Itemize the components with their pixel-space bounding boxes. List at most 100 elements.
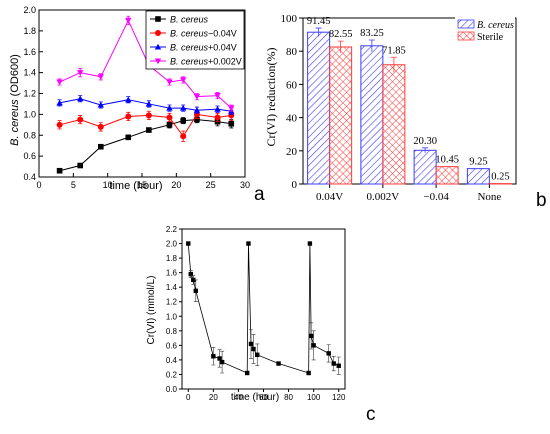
panel-a-series <box>56 15 235 174</box>
panel-a-series-0-point <box>56 167 63 174</box>
panel-c-x-tick-label: 40 <box>234 393 243 402</box>
panel-a-legend-2-label: B. cereus+0.04V <box>170 43 237 53</box>
panel-b-data-label-1-0: 82.55 <box>329 29 353 40</box>
panel-a-legend-3-label-suffix: +0.002V <box>208 57 242 67</box>
panel-b-errorbar-0-2 <box>422 147 429 153</box>
panel-b-data-label-0-2: 20.30 <box>413 136 437 147</box>
panel-c-y-tick-label: 1.2 <box>166 298 178 307</box>
panel-a-series-2-point <box>77 95 84 102</box>
panel-b-legend-1-label: Sterile <box>477 32 504 43</box>
panel-a-series-3-point <box>166 79 173 86</box>
panel-b-chart: 0 20 40 60 80 100 0.04V 0.002V −0.04 None 91.45 82… <box>264 13 547 211</box>
panel-a-series-3-point <box>77 70 84 76</box>
panel-a-legend-1-label-species: B. cereus <box>170 29 209 39</box>
panel-c-point <box>186 241 191 246</box>
panel-a-series-0-point <box>77 162 83 169</box>
panel-label-a: a <box>254 184 265 205</box>
panel-c-y-tick-label: 1.8 <box>166 254 178 263</box>
panel-b-legend-1-swatch <box>457 31 475 41</box>
panel-b-y-tick-label: 40 <box>286 113 298 125</box>
panel-a-x-tick-label: 15 <box>137 180 147 190</box>
panel-a-series-3-point <box>125 17 132 24</box>
panel-a-y-axis-label-species: B. cereus <box>9 99 21 146</box>
panel-a-y-tick-label: 0.4 <box>23 172 36 182</box>
panel-b-errorbar-0-0 <box>315 27 322 37</box>
panel-c-point <box>307 241 313 246</box>
panel-b-bars: 91.45 82.55 83.25 71.85 20.30 10.45 9.25 0.25 <box>307 16 512 185</box>
panel-c-y-tick-label: 1.6 <box>166 269 178 278</box>
panel-a-legend-3-label: B. cereus+0.002V <box>170 57 242 67</box>
panel-c-point <box>193 288 198 294</box>
panel-b-y-tick-label: 0 <box>292 179 298 191</box>
panel-a-legend-1-label-suffix: −0.04V <box>208 29 237 39</box>
panel-a-y-tick-label: 1.0 <box>23 109 36 119</box>
panel-c-axes: 0 20 40 60 80 100 120 0.0 0.2 0.4 0.6 0.8 1.0 1.2 1.4 1… <box>166 225 346 402</box>
panel-b-axes: 0 20 40 60 80 100 0.04V 0.002V −0.04 None <box>281 13 517 203</box>
panel-a-series-0-point <box>166 122 173 128</box>
panel-a-series-2-point <box>145 100 153 107</box>
panel-b-data-label-0-3: 9.25 <box>469 157 487 168</box>
panel-label-b: b <box>536 190 547 211</box>
panel-c-y-tick-label: 0.8 <box>166 327 178 336</box>
panel-a-legend-3-marker <box>154 58 162 65</box>
panel-a-series-2-point <box>166 104 173 111</box>
panel-a-legend-0-marker <box>155 16 161 22</box>
panel-a-series-3-point <box>180 77 187 84</box>
panel-b-y-tick-label: 60 <box>286 79 298 91</box>
panel-a-series-2-point <box>180 104 187 111</box>
panel-c-point <box>311 343 316 348</box>
panel-a-series-0-point <box>146 127 152 133</box>
panel-b-y-axis-label: Cr(VI) reduction(%) <box>264 48 278 147</box>
panel-a-x-tick-label: 25 <box>206 180 216 190</box>
panel-a-series-0-point <box>125 134 132 141</box>
panel-b-bar-1-2 <box>435 166 459 185</box>
panel-a-series-3-point <box>193 94 201 100</box>
panel-a-series-2-line <box>59 98 232 112</box>
panel-b-plot-frame <box>302 17 517 185</box>
panel-a-y-tick-label: 2.0 <box>23 5 36 15</box>
panel-a-series-3-point <box>214 93 221 99</box>
panel-a-legend-0-label-species: B. cereus <box>170 15 209 25</box>
panel-b-x-tick-label: None <box>477 191 501 203</box>
panel-a-series-0-line <box>59 119 232 172</box>
panel-c-point <box>308 333 314 339</box>
panel-a-y-tick-label: 0.8 <box>23 130 36 140</box>
panel-c-chart: 0 20 40 60 80 100 120 0.0 0.2 0.4 0.6 0.8 1.0 1.2 1.4 1… <box>146 225 376 425</box>
panel-a-x-tick-label: 5 <box>71 180 76 190</box>
panel-a-y-axis-label: B. cereus (OD600) <box>9 54 21 146</box>
panel-a-legend-2-label-species: B. cereus <box>170 43 209 53</box>
panel-c-x-tick-label: 80 <box>284 393 293 402</box>
panel-c-y-tick-label: 1.4 <box>166 283 178 292</box>
panel-c-y-tick-label: 1.0 <box>166 312 178 321</box>
panel-a-series-3-point <box>228 105 235 112</box>
panel-b-x-tick-label: 0.04V <box>316 191 343 203</box>
panel-b-legend-0-label: B. cereus <box>477 20 514 31</box>
panel-b-bar-0-0 <box>307 31 331 185</box>
panel-c-point <box>246 241 251 246</box>
panel-c-point <box>191 277 196 283</box>
panel-c-series-line <box>187 243 339 374</box>
panel-a-y-axis-label-unit: (OD600) <box>9 54 21 99</box>
panel-b-y-tick-label: 20 <box>286 146 298 158</box>
panel-label-c: c <box>366 404 376 425</box>
panel-a-x-tick-label: 30 <box>240 180 250 190</box>
panel-b-data-label-1-1: 71.85 <box>382 45 406 56</box>
panel-a-y-tick-label: 1.4 <box>23 68 36 78</box>
panel-c-plot-frame <box>181 228 346 390</box>
panel-b-data-label-1-2: 10.45 <box>435 155 459 166</box>
panel-a-y-tick-label: 1.2 <box>23 89 36 99</box>
panel-c-point <box>276 361 281 366</box>
panel-b-bar-0-1 <box>360 45 384 185</box>
panel-c-point <box>306 370 311 376</box>
panel-b-errorbar-0-1 <box>368 39 375 52</box>
panel-c-y-tick-label: 2.2 <box>166 225 178 234</box>
panel-a-y-tick-label: 1.8 <box>23 26 36 36</box>
panel-c-x-tick-label: 60 <box>259 393 268 402</box>
panel-c-x-tick-label: 20 <box>209 393 218 402</box>
panel-c-y-tick-label: 0.4 <box>166 356 178 365</box>
panel-c-x-axis-label: time (hour) <box>231 392 279 403</box>
panel-b-y-tick-label: 100 <box>281 13 298 25</box>
